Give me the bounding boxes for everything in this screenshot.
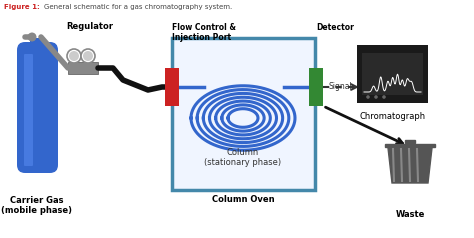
Circle shape <box>27 33 36 41</box>
Bar <box>30 38 45 48</box>
Bar <box>309 68 323 106</box>
Circle shape <box>69 51 79 61</box>
Bar <box>357 45 428 103</box>
Bar <box>172 38 315 190</box>
Circle shape <box>81 49 95 63</box>
Polygon shape <box>388 148 432 183</box>
Circle shape <box>382 95 386 99</box>
Text: Figure 1:: Figure 1: <box>4 4 40 10</box>
Text: Carrier Gas
(mobile phase): Carrier Gas (mobile phase) <box>1 196 73 215</box>
Circle shape <box>83 51 93 61</box>
FancyBboxPatch shape <box>24 54 33 166</box>
Circle shape <box>366 95 370 99</box>
Text: Column
(stationary phase): Column (stationary phase) <box>204 148 282 167</box>
Bar <box>362 53 423 95</box>
FancyBboxPatch shape <box>17 42 58 173</box>
Bar <box>165 68 179 106</box>
Text: Chromatograph: Chromatograph <box>360 112 426 121</box>
Polygon shape <box>385 144 435 147</box>
Text: Signal: Signal <box>328 82 352 91</box>
Text: Regulator: Regulator <box>66 22 113 31</box>
Text: General schematic for a gas chromatography system.: General schematic for a gas chromatograp… <box>44 4 232 10</box>
Text: Waste: Waste <box>395 210 425 219</box>
Circle shape <box>67 49 81 63</box>
Text: Column Oven: Column Oven <box>212 195 274 204</box>
Text: Detector: Detector <box>316 23 354 32</box>
Text: Flow Control &
Injection Port: Flow Control & Injection Port <box>172 23 236 42</box>
Bar <box>68 62 98 74</box>
Polygon shape <box>405 140 415 143</box>
Circle shape <box>374 95 378 99</box>
